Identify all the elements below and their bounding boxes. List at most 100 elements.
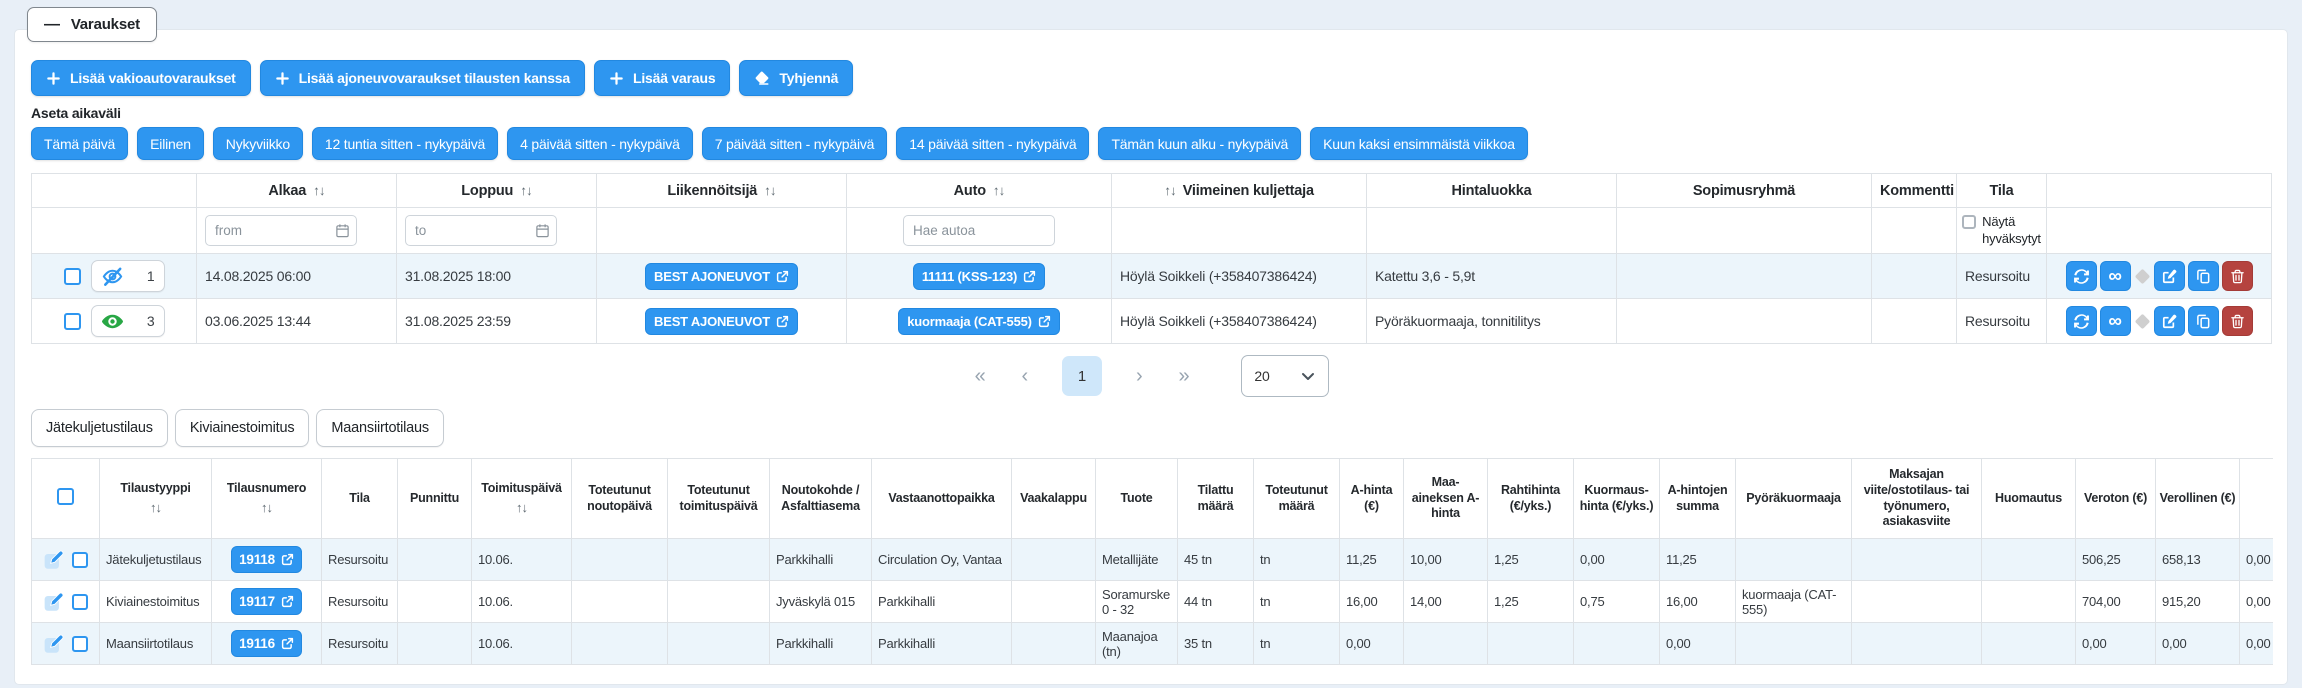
refresh-button[interactable]: [2066, 261, 2097, 291]
sort-arrows-icon: ↑↓: [475, 500, 568, 516]
order-checkbox[interactable]: [72, 594, 88, 610]
cell-loppuu: 31.08.2025 23:59: [397, 299, 597, 344]
auto-link[interactable]: 11111 (KSS-123): [913, 263, 1045, 290]
preset-yesterday-button[interactable]: Eilinen: [137, 127, 204, 160]
col-label: Sopimusryhmä: [1693, 183, 1795, 199]
copy-icon: [2196, 314, 2211, 329]
add-vehicle-reservations-with-orders-button[interactable]: Lisää ajoneuvovaraukset tilausten kanssa: [260, 60, 585, 96]
tab-kiviainestoimitus[interactable]: Kiviainestoimitus: [175, 409, 310, 447]
preset-current-week-button[interactable]: Nykyviikko: [213, 127, 303, 160]
tab-maansiirtotilaus[interactable]: Maansiirtotilaus: [316, 409, 444, 447]
col-label: Punnittu: [401, 491, 468, 507]
operator-link[interactable]: BEST AJONEUVOT: [645, 263, 798, 290]
row-checkbox[interactable]: [64, 313, 81, 330]
col-label: Tilausnumero: [215, 481, 318, 497]
cell-clipped: 0,00: [2240, 581, 2274, 623]
row-checkbox[interactable]: [64, 268, 81, 285]
page-size-value: 20: [1254, 368, 1269, 384]
filter-cell-empty: [1367, 208, 1617, 254]
preset-14-days-button[interactable]: 14 päivää sitten - nykypäivä: [896, 127, 1089, 160]
cell-kuormaushinta: [1574, 623, 1660, 665]
cell-alkaa: 03.06.2025 13:44: [197, 299, 397, 344]
cell-vastaanottopaikka: Parkkihalli: [872, 623, 1012, 665]
col-label: Vaakalappu: [1015, 491, 1092, 507]
clear-button[interactable]: Tyhjennä: [739, 60, 853, 96]
col-viimeinen-kuljettaja[interactable]: ↑↓Viimeinen kuljettaja: [1112, 174, 1367, 208]
main-panel: Lisää vakioautovaraukset Lisää ajoneuvov…: [14, 29, 2288, 685]
current-page[interactable]: 1: [1062, 356, 1102, 396]
cell-tuote: Metallijäte: [1096, 539, 1178, 581]
tab-jatekuljetustilaus[interactable]: Jätekuljetustilaus: [31, 409, 168, 447]
cell-tools: [32, 539, 100, 581]
edit-button[interactable]: [2154, 306, 2185, 336]
filter-cell-auto: [847, 208, 1112, 254]
cell-rahtihinta: 1,25: [1488, 539, 1574, 581]
link-infinity-button[interactable]: ∞: [2100, 306, 2131, 336]
copy-button[interactable]: [2188, 261, 2219, 291]
prev-page-button[interactable]: ‹: [1020, 366, 1030, 386]
col-liikennoitsija[interactable]: Liikennöitsijä↑↓: [597, 174, 847, 208]
col-tuote: Tuote: [1096, 459, 1178, 539]
last-page-button[interactable]: »: [1176, 366, 1191, 386]
col-loppuu[interactable]: Loppuu↑↓: [397, 174, 597, 208]
cell-tilaustyyppi: Maansiirtotilaus: [100, 623, 212, 665]
delete-button[interactable]: [2222, 261, 2253, 291]
link-label: 19117: [239, 594, 275, 609]
cell-toimituspaiva: 10.06.: [472, 623, 572, 665]
order-checkbox[interactable]: [72, 636, 88, 652]
delete-button[interactable]: [2222, 306, 2253, 336]
cell-tuote: Maanajoa (tn): [1096, 623, 1178, 665]
edit-order-button[interactable]: [43, 591, 65, 613]
edit-button[interactable]: [2154, 261, 2185, 291]
cell-actions: ∞: [2047, 254, 2272, 299]
col-select-all: [32, 459, 100, 539]
preset-month-start-button[interactable]: Tämän kuun alku - nykypäivä: [1098, 127, 1301, 160]
preset-today-button[interactable]: Tämä päivä: [31, 127, 128, 160]
order-number-link[interactable]: 19116: [231, 630, 302, 657]
col-vaakalappu: Vaakalappu: [1012, 459, 1096, 539]
to-date-input[interactable]: [405, 215, 557, 246]
edit-order-button[interactable]: [43, 633, 65, 655]
order-number-link[interactable]: 19117: [231, 588, 302, 615]
add-standard-vehicle-reservations-button[interactable]: Lisää vakioautovaraukset: [31, 60, 251, 96]
visibility-toggle[interactable]: 3: [91, 305, 165, 337]
varaukset-panel-toggle[interactable]: — Varaukset: [27, 7, 157, 42]
reservations-header-row: Alkaa↑↓ Loppuu↑↓ Liikennöitsijä↑↓ Auto↑↓…: [32, 174, 2272, 208]
add-reservation-button[interactable]: Lisää varaus: [594, 60, 730, 96]
select-all-checkbox[interactable]: [57, 488, 74, 505]
preset-7-days-button[interactable]: 7 päivää sitten - nykypäivä: [702, 127, 888, 160]
link-infinity-button[interactable]: ∞: [2100, 261, 2131, 291]
first-page-button[interactable]: «: [973, 366, 988, 386]
orders-table: Tilaustyyppi↑↓ Tilausnumero↑↓ Tila Punni…: [31, 458, 2273, 665]
show-approved-checkbox[interactable]: [1962, 215, 1976, 229]
cell-noutokohde: Jyväskylä 015: [770, 581, 872, 623]
col-alkaa[interactable]: Alkaa↑↓: [197, 174, 397, 208]
operator-link[interactable]: BEST AJONEUVOT: [645, 308, 798, 335]
col-auto[interactable]: Auto↑↓: [847, 174, 1112, 208]
chevron-down-icon: [1300, 368, 1316, 384]
button-label: Lisää vakioautovaraukset: [70, 70, 236, 86]
auto-search-input[interactable]: [903, 215, 1055, 246]
visibility-toggle[interactable]: 1: [91, 260, 165, 292]
preset-4-days-button[interactable]: 4 päivää sitten - nykypäivä: [507, 127, 693, 160]
col-label: Toteutunut noutopäivä: [575, 483, 664, 514]
col-label: Kuormaus-hinta (€/yks.): [1577, 483, 1656, 514]
next-page-button[interactable]: ›: [1134, 366, 1144, 386]
edit-order-button[interactable]: [43, 549, 65, 571]
preset-12-hours-button[interactable]: 12 tuntia sitten - nykypäivä: [312, 127, 498, 160]
copy-button[interactable]: [2188, 306, 2219, 336]
col-label: Tila: [325, 491, 394, 507]
page-size-select[interactable]: 20: [1241, 355, 1329, 397]
col-maksajan-viite: Maksajan viite/ostotilaus- tai työnumero…: [1852, 459, 1982, 539]
cell-toteutunut-maara: tn: [1254, 539, 1340, 581]
col-tilausnumero[interactable]: Tilausnumero↑↓: [212, 459, 322, 539]
col-toimituspaiva[interactable]: Toimituspäivä↑↓: [472, 459, 572, 539]
from-date-input[interactable]: [205, 215, 357, 246]
order-number-link[interactable]: 19118: [231, 546, 302, 573]
col-tilaustyyppi[interactable]: Tilaustyyppi↑↓: [100, 459, 212, 539]
cell-auto: 11111 (KSS-123): [847, 254, 1112, 299]
preset-first-two-weeks-button[interactable]: Kuun kaksi ensimmäistä viikkoa: [1310, 127, 1528, 160]
order-checkbox[interactable]: [72, 552, 88, 568]
auto-link[interactable]: kuormaaja (CAT-555): [898, 308, 1060, 335]
refresh-button[interactable]: [2066, 306, 2097, 336]
